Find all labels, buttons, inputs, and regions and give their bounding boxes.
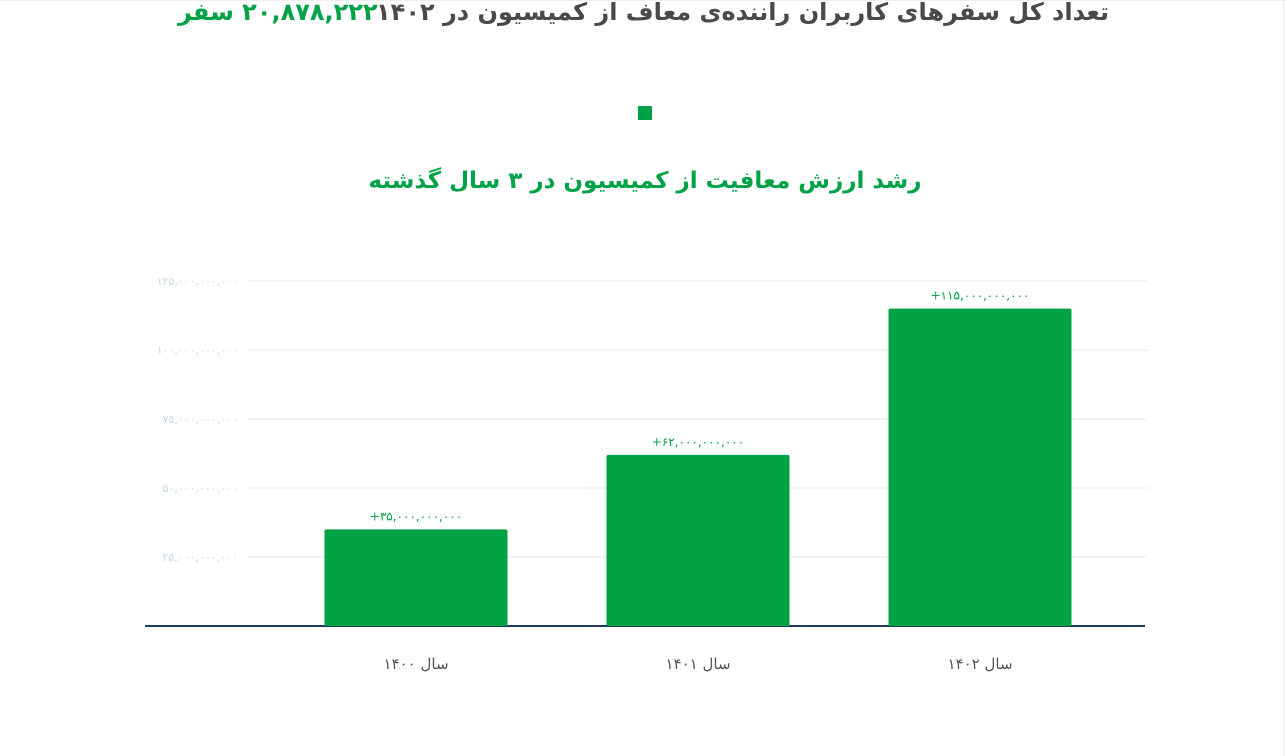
y-tick-label: ۲۵,۰۰۰,۰۰۰,۰۰۰ bbox=[163, 551, 238, 564]
bar-layer bbox=[324, 308, 1072, 626]
y-tick-label: ۱۰۰,۰۰۰,۰۰۰,۰۰۰ bbox=[157, 344, 238, 357]
label-layer: ۲۵,۰۰۰,۰۰۰,۰۰۰ ۵۰,۰۰۰,۰۰۰,۰۰۰ ۷۵,۰۰۰,۰۰۰,۰… bbox=[157, 275, 1030, 673]
bar-value-label: +۶۲,۰۰۰,۰۰۰,۰۰۰ bbox=[652, 435, 744, 449]
x-category-label: سال ۱۴۰۱ bbox=[665, 655, 730, 673]
bar bbox=[606, 454, 790, 626]
x-category-label: سال ۱۴۰۰ bbox=[383, 655, 448, 673]
total-trips-label: تعداد کل سفرهای کاربران راننده‌ی معاف از… bbox=[376, 0, 1109, 26]
bar bbox=[324, 529, 508, 626]
total-trips-value: ۲۰,۸۷۸,۲۲۲ سفر bbox=[178, 0, 378, 26]
bar-value-label: +۳۵,۰۰۰,۰۰۰,۰۰۰ bbox=[370, 509, 462, 523]
x-category-label: سال ۱۴۰۲ bbox=[947, 655, 1012, 673]
chart-title: رشد ارزش معافیت از کمیسیون در ۳ سال گذشت… bbox=[368, 168, 922, 194]
y-tick-label: ۷۵,۰۰۰,۰۰۰,۰۰۰ bbox=[163, 413, 238, 426]
bar-value-label: +۱۱۵,۰۰۰,۰۰۰,۰۰۰ bbox=[931, 289, 1030, 303]
section-marker bbox=[638, 106, 652, 120]
top-divider bbox=[0, 0, 1287, 1]
y-tick-label: ۵۰,۰۰۰,۰۰۰,۰۰۰ bbox=[163, 482, 238, 495]
right-divider bbox=[1283, 0, 1284, 756]
total-trips-stat: تعداد کل سفرهای کاربران راننده‌ی معاف از… bbox=[170, 0, 1115, 34]
y-tick-label: ۱۲۵,۰۰۰,۰۰۰,۰۰۰ bbox=[157, 275, 238, 288]
bar bbox=[888, 308, 1072, 626]
